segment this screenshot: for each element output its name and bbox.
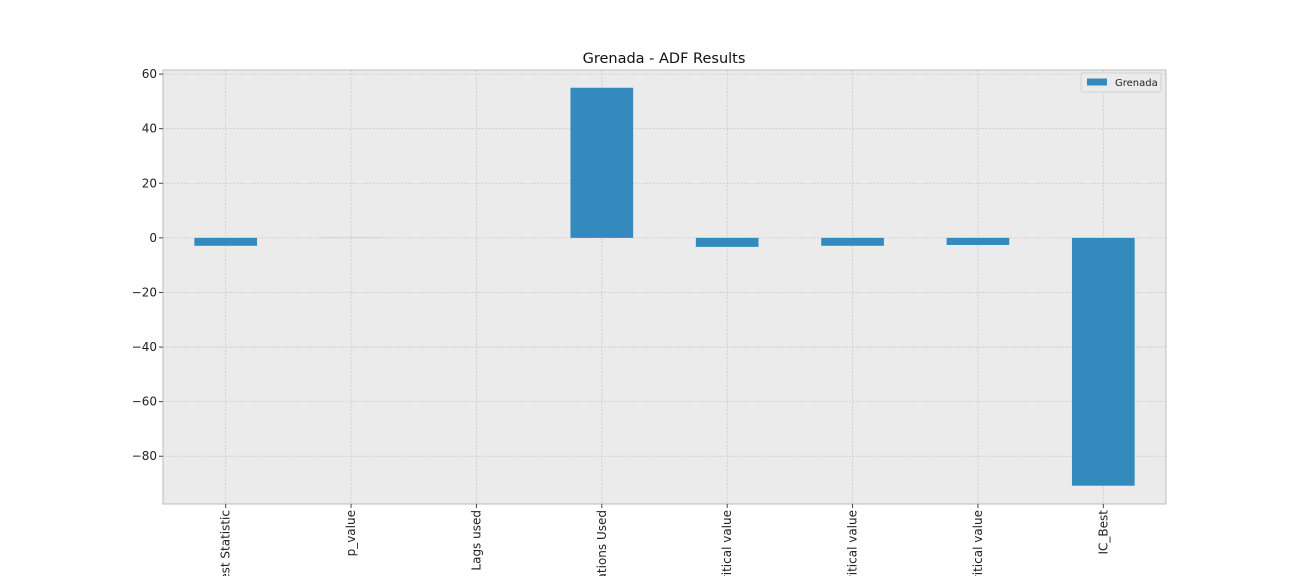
bar <box>570 88 633 238</box>
bar <box>194 238 257 246</box>
x-tick-label: Lags used <box>469 510 483 571</box>
y-tick-label: 20 <box>142 176 157 190</box>
x-tick-label: ritical value <box>720 510 734 576</box>
bar <box>947 238 1010 245</box>
y-tick-label: 60 <box>142 67 157 81</box>
x-tick-label: ritical value <box>846 510 860 576</box>
legend-swatch <box>1087 79 1107 86</box>
chart-title: Grenada - ADF Results <box>583 51 746 67</box>
x-tick-label: ations Used <box>595 510 609 576</box>
y-axis: 60 40 20 0 −20 −40 −60 −80 <box>132 67 163 463</box>
y-tick-label: 40 <box>142 122 157 136</box>
legend-label: Grenada <box>1115 78 1158 89</box>
plot-area <box>163 70 1166 504</box>
x-tick-label: IC_Best <box>1096 510 1110 555</box>
x-tick-label: p_value <box>344 510 358 556</box>
y-tick-label: −20 <box>132 285 157 299</box>
y-tick-label: −40 <box>132 340 157 354</box>
bar <box>696 238 759 247</box>
x-tick-label: ritical value <box>971 510 985 576</box>
bar <box>1072 238 1135 486</box>
x-axis: est Statistic p_value Lags used ations Used… <box>219 504 1111 576</box>
y-tick-label: −80 <box>132 449 157 463</box>
y-tick-label: 0 <box>149 231 157 245</box>
bar <box>821 238 884 246</box>
x-tick-label: est Statistic <box>219 510 233 576</box>
legend: Grenada <box>1081 73 1161 92</box>
y-tick-label: −60 <box>132 395 157 409</box>
